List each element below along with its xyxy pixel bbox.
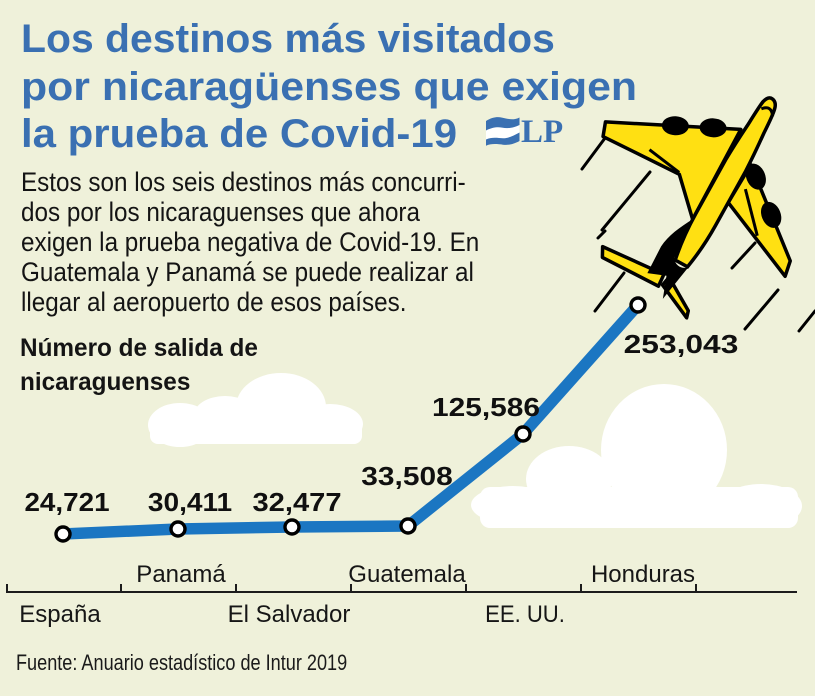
svg-text:LP: LP <box>521 114 563 150</box>
